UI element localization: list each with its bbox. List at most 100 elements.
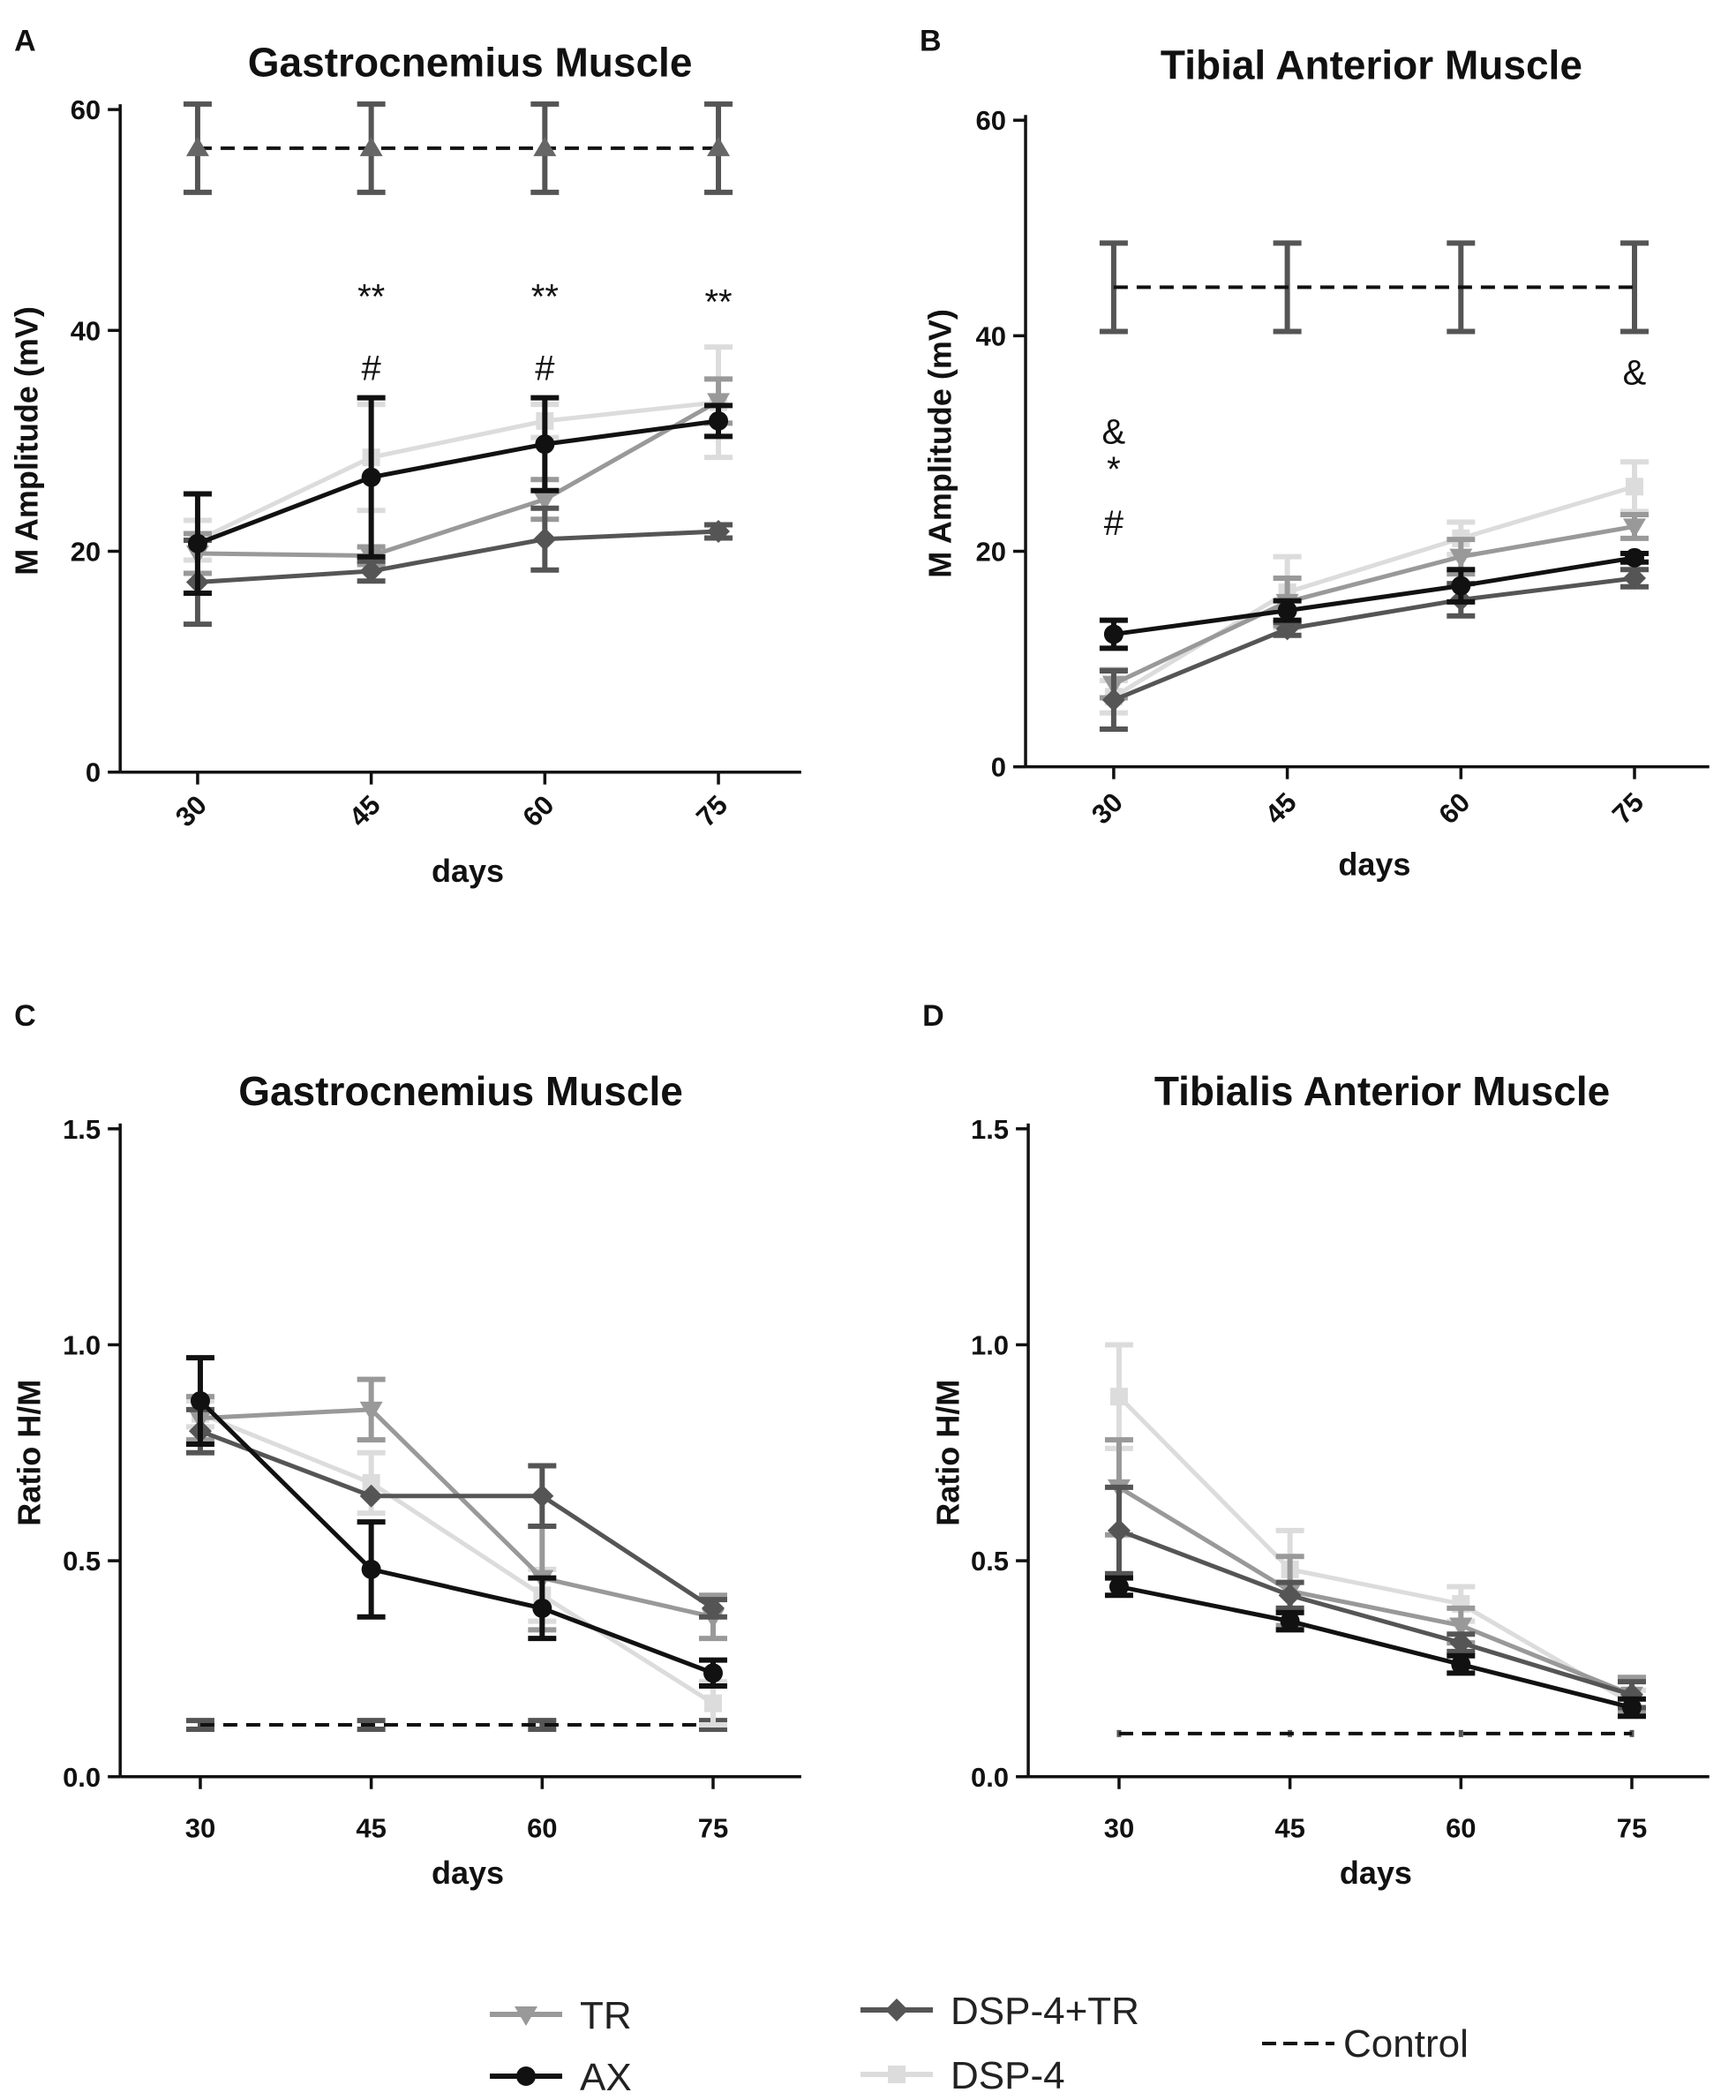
legend-marker <box>516 2066 536 2086</box>
legend-label: AX <box>580 2056 632 2099</box>
series-control <box>183 101 733 195</box>
x-tick-label: 30 <box>169 789 213 832</box>
series-control <box>185 1718 727 1732</box>
data-point <box>1109 1388 1128 1406</box>
data-point <box>533 491 557 511</box>
data-point <box>703 1663 723 1683</box>
data-point <box>359 1484 383 1508</box>
chart-title: Gastrocnemius Muscle <box>248 40 693 86</box>
significance-annotation: # <box>1104 504 1124 543</box>
data-point <box>185 136 209 156</box>
series-line <box>1117 1395 1634 1705</box>
x-axis-label: days <box>1340 1855 1412 1891</box>
series-line <box>1118 1528 1633 1697</box>
data-point <box>709 410 729 431</box>
significance-annotation: ** <box>531 277 559 316</box>
chart-panel-a: A Gastrocnemius Muscle 0 20 40 60 30 45 60 75 days… <box>8 24 801 889</box>
significance-annotation: & <box>1623 353 1647 392</box>
y-tick-label: 0.0 <box>63 1762 101 1793</box>
x-tick-label: 75 <box>690 789 733 832</box>
legend-item-ax: AX <box>490 2056 632 2099</box>
y-tick-label: 1.5 <box>63 1114 101 1145</box>
x-tick-label: 30 <box>1104 1812 1134 1843</box>
data-point <box>532 1598 552 1618</box>
y-tick-label: 1.5 <box>971 1114 1009 1145</box>
data-point <box>1449 1631 1473 1655</box>
y-tick-label: 0.5 <box>63 1546 101 1577</box>
y-tick-label: 20 <box>976 537 1006 568</box>
y-axis-label: M Amplitude (mV) <box>8 306 44 576</box>
significance-annotation: * <box>1107 450 1121 489</box>
x-tick-label: 60 <box>1446 1812 1476 1843</box>
x-tick-label: 45 <box>343 789 387 832</box>
data-point <box>361 1559 381 1579</box>
legend-label: DSP-4+TR <box>951 1990 1139 2033</box>
y-tick-label: 60 <box>976 105 1006 136</box>
x-tick-label: 75 <box>698 1812 728 1843</box>
x-axis-label: days <box>432 1855 504 1891</box>
y-axis-label: Ratio H/M <box>11 1380 47 1526</box>
series-line <box>199 1428 715 1611</box>
chart-title: Gastrocnemius Muscle <box>238 1068 683 1114</box>
series-line <box>1112 576 1635 703</box>
series-dsp-4-tr <box>1104 1484 1646 1711</box>
legend-item-dsp-4: DSP-4 <box>860 2054 1065 2097</box>
data-point <box>190 1391 210 1411</box>
x-tick-label: 60 <box>1432 787 1476 830</box>
panel-letter: C <box>14 999 36 1033</box>
legend-item-dsp-4-tr: DSP-4+TR <box>860 1990 1139 2033</box>
data-point <box>703 1694 722 1712</box>
data-point <box>1621 1697 1642 1718</box>
legend-label: TR <box>580 1994 632 2037</box>
panel-letter: A <box>14 24 36 57</box>
data-point <box>359 1401 383 1421</box>
series-tr <box>185 1376 727 1642</box>
data-point <box>1101 688 1125 711</box>
legend: TR AX DSP-4+TR DSP-4 Control <box>490 1990 1469 2099</box>
data-point <box>707 519 731 543</box>
legend-label: Control <box>1343 2022 1469 2066</box>
x-tick-label: 45 <box>1259 787 1303 830</box>
data-point <box>530 1484 554 1508</box>
data-point <box>1280 1611 1300 1631</box>
y-axis-label: M Amplitude (mV) <box>921 309 958 578</box>
series-line <box>1112 523 1635 686</box>
chart-panel-b: B Tibial Anterior Muscle 0 20 40 60 30 45 60 75 da… <box>920 24 1710 882</box>
data-point <box>535 434 555 455</box>
data-point <box>1623 518 1647 538</box>
series-line <box>199 1411 715 1705</box>
y-tick-label: 0 <box>86 757 101 788</box>
data-point <box>1277 600 1297 621</box>
y-tick-label: 40 <box>71 315 101 346</box>
significance-annotation: ** <box>704 283 732 322</box>
x-tick-label: 60 <box>527 1812 557 1843</box>
series-line <box>197 418 719 546</box>
legend-item-tr: TR <box>490 1994 632 2037</box>
series-line <box>196 400 719 543</box>
series-control <box>1099 240 1650 335</box>
data-point <box>1449 1617 1473 1637</box>
data-point <box>1107 1518 1131 1542</box>
data-point <box>361 467 381 487</box>
data-point <box>1451 576 1471 596</box>
significance-annotation: & <box>1102 412 1126 451</box>
data-point <box>359 136 383 156</box>
x-tick-label: 60 <box>516 789 560 832</box>
data-point <box>1623 567 1647 591</box>
legend-label: DSP-4 <box>951 2054 1065 2097</box>
significance-annotation: ** <box>357 277 385 316</box>
data-point <box>707 393 731 413</box>
series-line <box>1118 1584 1633 1710</box>
legend-marker <box>888 2066 906 2083</box>
series-control <box>1116 1729 1635 1737</box>
legend-marker <box>885 1998 908 2021</box>
y-tick-label: 0 <box>991 752 1006 783</box>
significance-annotation: # <box>362 350 382 388</box>
panel-letter: B <box>920 24 942 57</box>
series-line <box>199 1399 714 1675</box>
data-point <box>1451 1654 1471 1675</box>
y-tick-label: 0.0 <box>971 1762 1009 1793</box>
y-axis-label: Ratio H/M <box>929 1380 966 1526</box>
series-ax <box>1099 547 1650 651</box>
